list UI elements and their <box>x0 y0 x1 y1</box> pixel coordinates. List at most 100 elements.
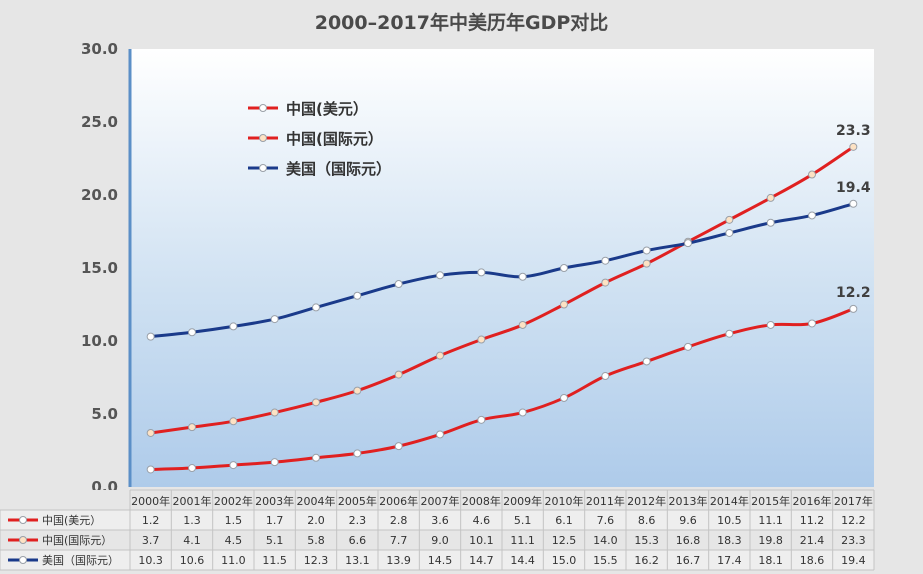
table-cell: 1.2 <box>142 514 160 527</box>
data-point <box>436 271 444 280</box>
data-point <box>766 218 775 227</box>
x-tick-label: 2009年 <box>503 494 542 508</box>
data-point <box>312 453 320 462</box>
table-cell: 14.5 <box>428 554 453 567</box>
x-tick-label: 2017年 <box>834 494 873 508</box>
end-data-label: 19.4 <box>836 180 871 196</box>
data-point <box>642 259 651 268</box>
x-tick-label: 2001年 <box>173 494 212 508</box>
table-cell: 12.5 <box>552 534 577 547</box>
table-cell: 11.0 <box>221 554 246 567</box>
table-series-name: 中国(美元） <box>42 514 101 527</box>
data-point <box>560 393 568 402</box>
data-point <box>849 142 858 151</box>
data-point <box>601 256 610 265</box>
table-cell: 14.0 <box>593 534 618 547</box>
data-point <box>270 408 279 417</box>
data-point <box>518 272 527 281</box>
table-cell: 10.1 <box>469 534 494 547</box>
data-point <box>518 408 527 417</box>
data-point <box>601 372 610 381</box>
x-tick-label: 2016年 <box>793 494 832 508</box>
table-cell: 10.5 <box>717 514 742 527</box>
table-cell: 10.3 <box>138 554 163 567</box>
table-cell: 5.1 <box>514 514 532 527</box>
data-point <box>394 370 403 379</box>
table-cell: 15.5 <box>593 554 618 567</box>
data-point <box>601 278 610 287</box>
legend-label: 中国(国际元） <box>286 130 383 148</box>
x-tick-label: 2010年 <box>545 494 584 508</box>
data-point <box>229 461 238 470</box>
data-point <box>684 342 692 351</box>
y-tick-label: 30.0 <box>81 40 118 58</box>
data-point <box>560 300 568 309</box>
table-cell: 9.0 <box>431 534 449 547</box>
x-tick-label: 2007年 <box>421 494 460 508</box>
data-point <box>146 428 155 437</box>
table-cell: 12.2 <box>841 514 866 527</box>
table-row-bg <box>0 550 874 570</box>
table-cell: 16.2 <box>634 554 659 567</box>
table-cell: 11.1 <box>510 534 535 547</box>
table-cell: 13.1 <box>345 554 370 567</box>
table-cell: 8.6 <box>638 514 656 527</box>
y-tick-label: 5.0 <box>91 405 118 423</box>
data-point <box>808 211 816 220</box>
table-cell: 12.3 <box>304 554 329 567</box>
x-tick-label: 2008年 <box>462 494 501 508</box>
table-cell: 9.6 <box>679 514 697 527</box>
series-lines <box>146 142 858 474</box>
data-point <box>312 398 320 407</box>
table-cell: 1.3 <box>183 514 201 527</box>
end-data-label: 23.3 <box>836 123 871 139</box>
data-point <box>353 449 362 458</box>
data-point <box>560 264 568 272</box>
x-tick-label: 2014年 <box>710 494 749 508</box>
x-tick-label: 2003年 <box>255 494 294 508</box>
data-point <box>477 268 486 277</box>
table-cell: 15.0 <box>552 554 577 567</box>
data-point <box>477 335 486 344</box>
data-point <box>146 332 155 341</box>
data-point <box>312 303 320 312</box>
x-tick-label: 2004年 <box>297 494 336 508</box>
table-cell: 18.3 <box>717 534 742 547</box>
data-point <box>725 215 734 224</box>
legend-marker <box>259 134 267 142</box>
table-cell: 5.1 <box>266 534 284 547</box>
legend-marker <box>259 104 267 112</box>
table-cell: 15.3 <box>634 534 659 547</box>
data-point <box>188 423 196 432</box>
data-point <box>477 415 486 424</box>
x-tick-label: 2012年 <box>627 494 666 508</box>
data-point <box>353 386 362 395</box>
data-point <box>808 319 816 328</box>
table-series-name: 美国（国际元） <box>42 554 119 567</box>
end-data-labels: 12.2 23.3 19.4 <box>836 123 871 301</box>
table-row-bg <box>0 490 874 510</box>
data-point <box>725 228 734 237</box>
table-cell: 5.8 <box>307 534 325 547</box>
data-table: 2000年 2001年 2002年 2003年 2004年 2005年 2006年 2007年… <box>0 489 875 571</box>
table-cell: 6.1 <box>555 514 573 527</box>
legend-label: 美国（国际元） <box>286 160 391 178</box>
data-point <box>766 193 775 202</box>
table-cell: 11.1 <box>758 514 783 527</box>
end-data-label: 12.2 <box>836 285 871 301</box>
table-cell: 1.5 <box>225 514 243 527</box>
data-point <box>725 329 734 338</box>
data-point <box>229 322 238 331</box>
legend-label: 中国(美元） <box>286 100 368 118</box>
table-cell: 2.8 <box>390 514 408 527</box>
table-cell: 2.0 <box>307 514 325 527</box>
table-cell: 4.6 <box>473 514 491 527</box>
data-point <box>229 417 238 426</box>
table-cell: 2.3 <box>349 514 367 527</box>
plot-area <box>130 49 874 487</box>
y-tick-label: 15.0 <box>81 259 118 277</box>
table-cell: 16.8 <box>676 534 701 547</box>
table-cell: 11.2 <box>800 514 825 527</box>
x-tick-label: 2011年 <box>586 494 625 508</box>
x-tick-label: 2002年 <box>214 494 253 508</box>
